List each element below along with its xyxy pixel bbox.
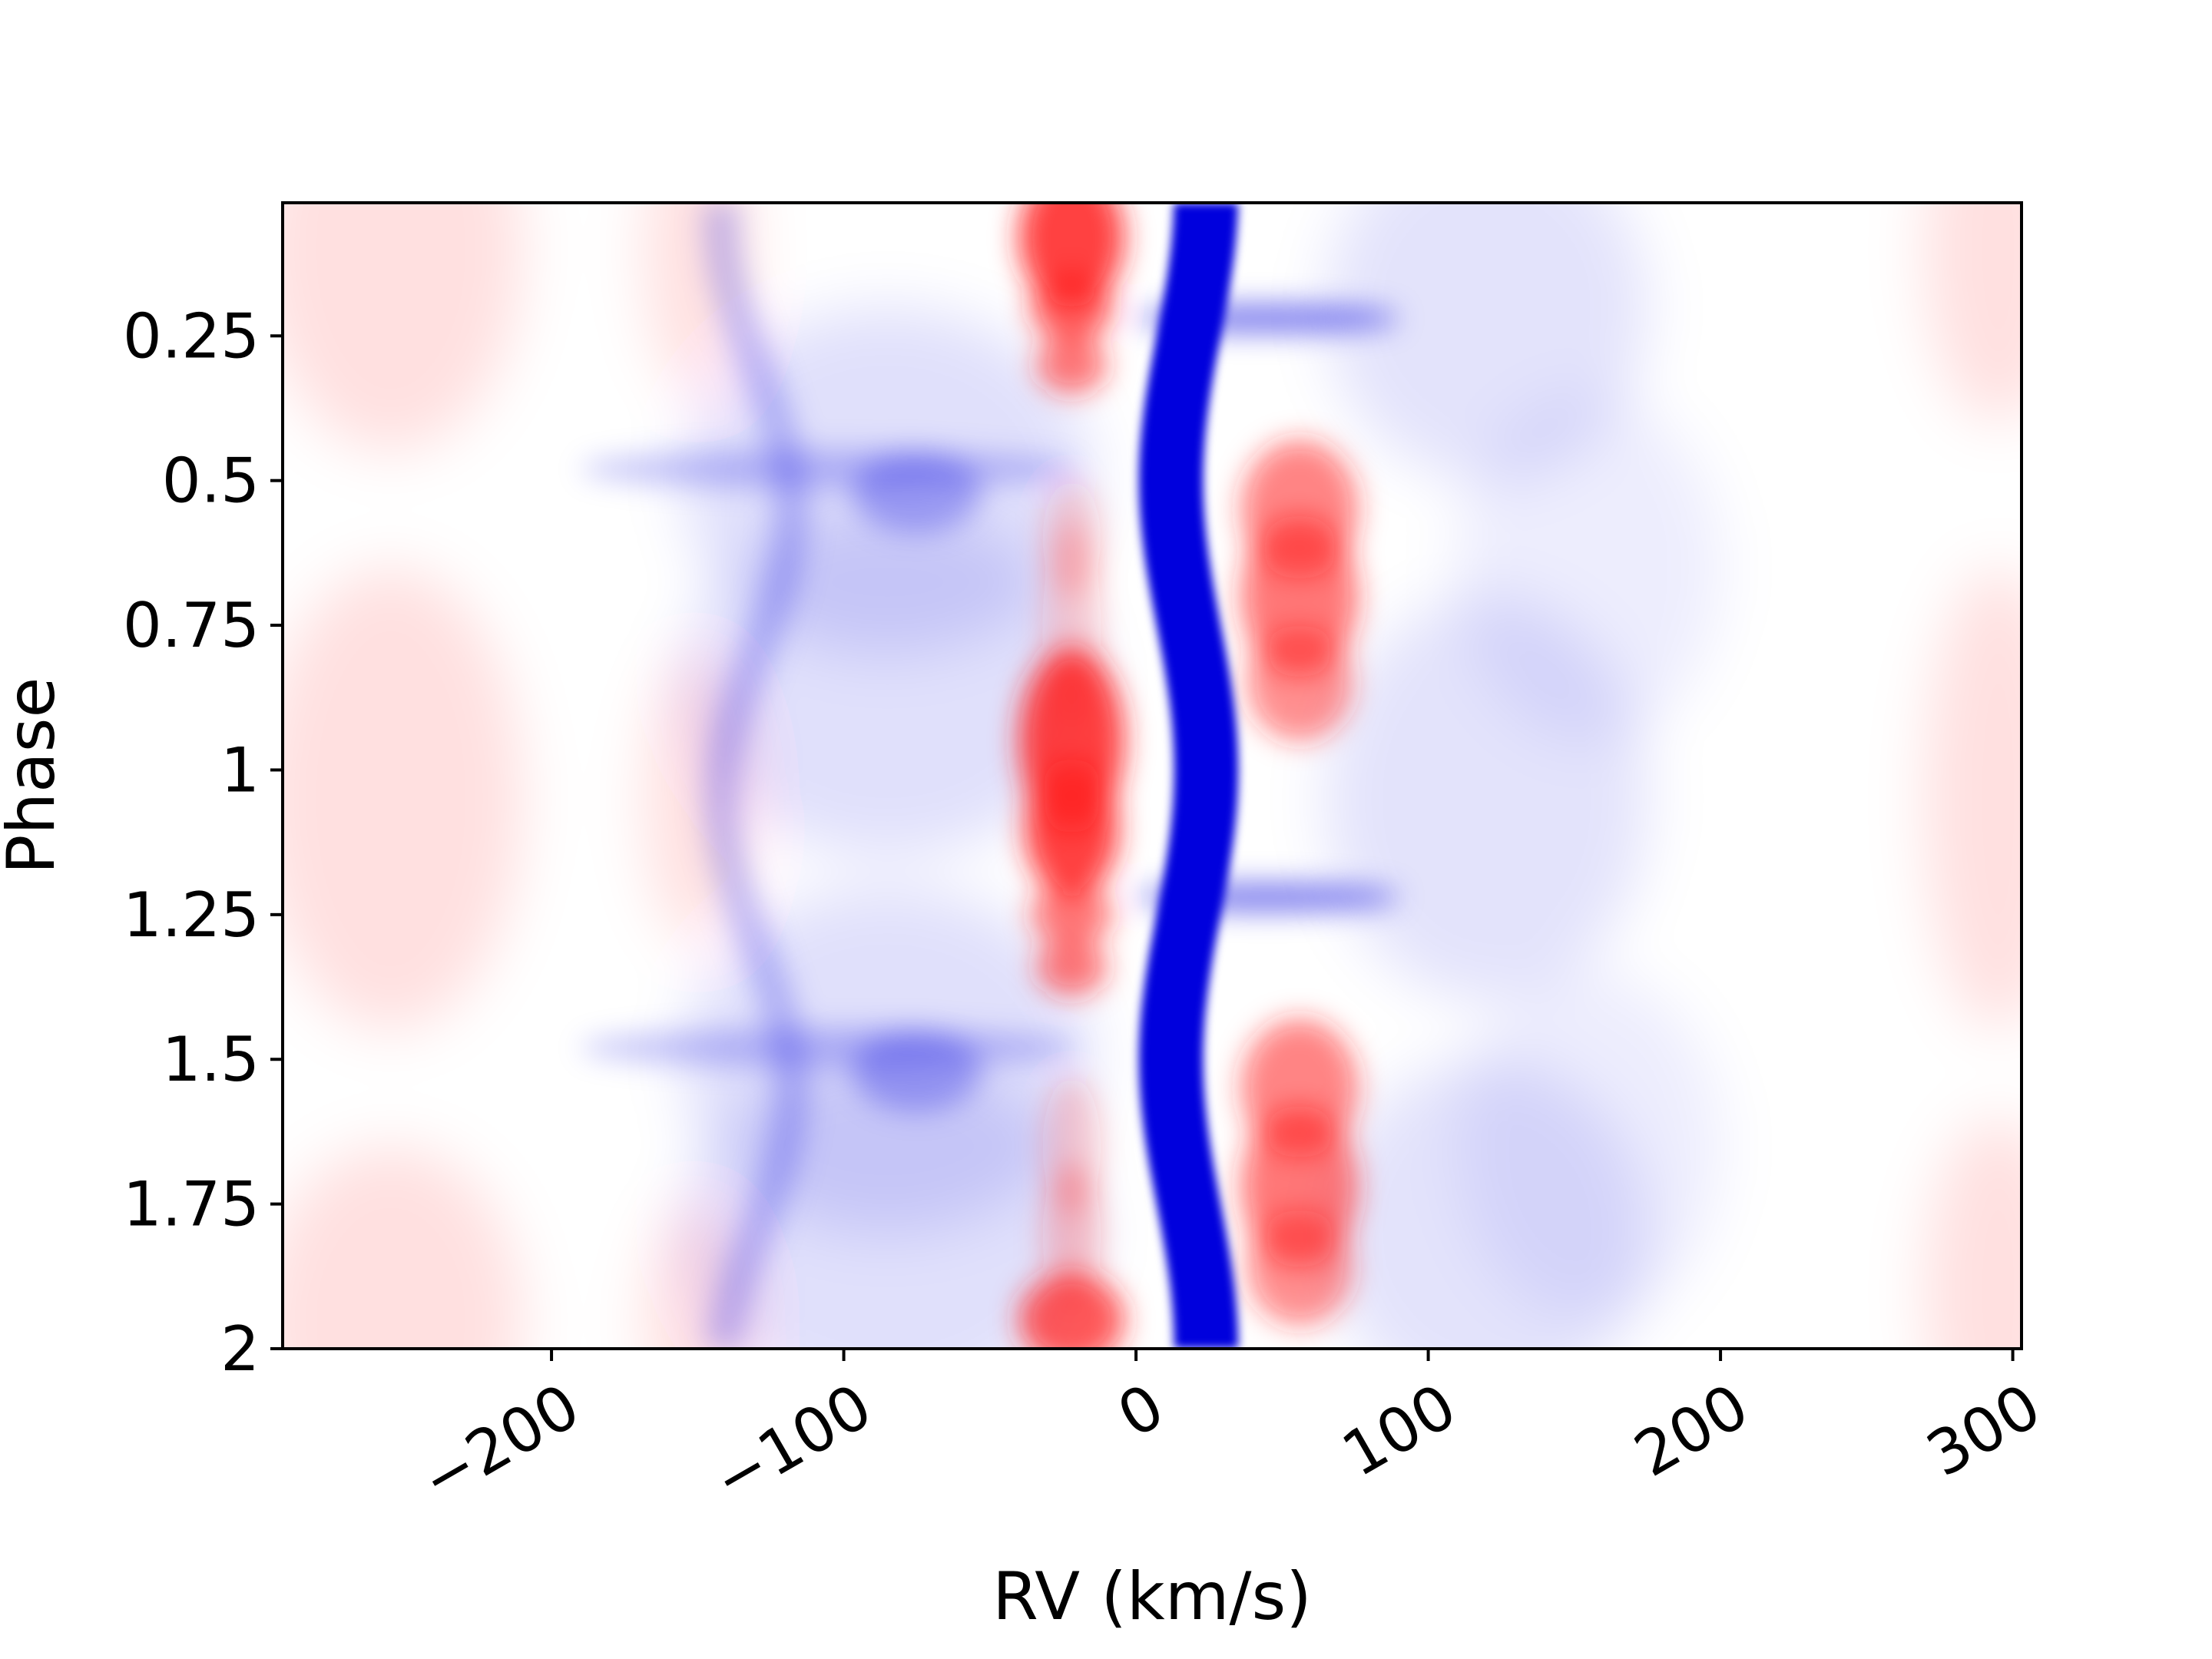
emission-blob: [1018, 1273, 1124, 1349]
absorption-streak: [581, 449, 1078, 490]
plot-frame: [281, 201, 2023, 1350]
faint-emission-patch: [1925, 1117, 2022, 1349]
emission-blob: [1042, 1076, 1101, 1216]
faint-absorption-patch: [1457, 972, 1721, 1320]
y-tick-label: 0.5: [162, 445, 260, 517]
x-tick-label: 300: [1915, 1370, 2052, 1491]
y-tick-label: 0.75: [123, 590, 260, 661]
x-tick-label: −100: [701, 1370, 883, 1516]
medium-features: [581, 203, 1399, 1349]
y-tick-label: 1: [220, 734, 260, 806]
emission-blob: [1031, 272, 1113, 342]
emission-blob: [1036, 937, 1108, 996]
heatmap-layer: [283, 203, 2022, 1349]
absorption-track-band: [1138, 203, 1239, 1349]
faint-emission-patch: [283, 1146, 522, 1349]
faint-emission-patch: [1925, 203, 2022, 423]
absorption-streak: [581, 1027, 1078, 1068]
emission-blob: [1042, 480, 1101, 597]
plot-area: [281, 201, 2023, 1350]
emission-blob: [1247, 1210, 1353, 1326]
x-tick-label: −200: [409, 1370, 591, 1516]
y-tick-label: 1.25: [123, 879, 260, 951]
x-axis-label: RV (km/s): [992, 1558, 1312, 1635]
y-axis: 0.25 0.5 0.75 1 1.25 1.5 1.75 2: [123, 300, 283, 1385]
x-tick-label: 200: [1623, 1370, 1760, 1491]
faint-emission-patch: [283, 567, 522, 1031]
y-tick-label: 1.5: [162, 1024, 260, 1095]
y-tick-label: 0.25: [123, 300, 260, 372]
y-tick-label: 2: [220, 1313, 260, 1385]
x-axis: −200 −100 0 100 200 300: [409, 1349, 2052, 1516]
x-tick-label: 100: [1330, 1370, 1468, 1491]
x-tick-label: 0: [1106, 1370, 1176, 1452]
emission-blob: [1247, 625, 1353, 741]
emission-blob: [1025, 758, 1119, 898]
faint-emission-patch: [283, 203, 522, 452]
y-axis-label: Phase: [0, 677, 70, 875]
absorption-track: [1138, 203, 1239, 1349]
y-tick-label: 1.75: [123, 1169, 260, 1240]
faint-absorption-patch: [1457, 393, 1721, 741]
absorption-streak: [852, 452, 982, 533]
emission-blob: [1036, 336, 1108, 394]
faint-absorption-filament: [703, 203, 810, 1349]
emission-blob: [1031, 886, 1113, 944]
absorption-streak: [852, 1030, 982, 1112]
faint-emission-patch: [1925, 567, 2022, 1031]
